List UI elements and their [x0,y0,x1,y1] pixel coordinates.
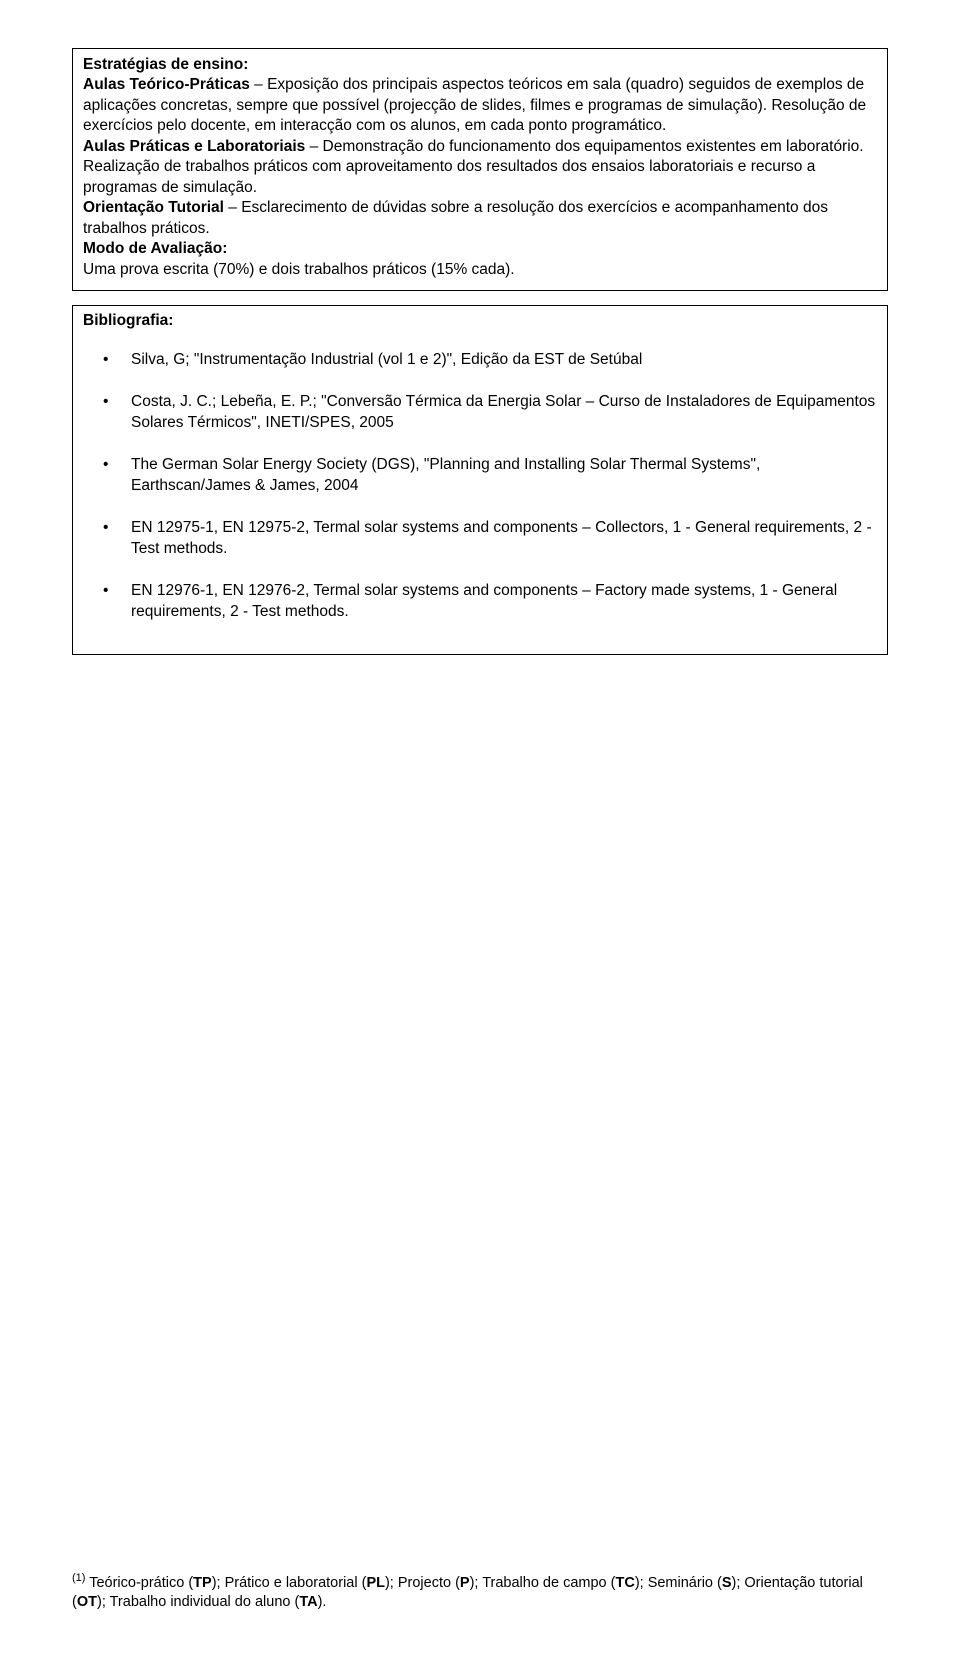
footnote-s: S [722,1575,732,1591]
footnote-seg: Teórico-prático ( [85,1575,193,1591]
bullet-icon: • [103,518,108,538]
box-bibliografia: Bibliografia: • Silva, G; "Instrumentaçã… [72,305,888,655]
biblio-text: Costa, J. C.; Lebeña, E. P.; "Conversão … [131,393,875,430]
footnote-seg: ); Trabalho de campo ( [470,1575,616,1591]
bullet-icon: • [103,455,108,475]
list-item: • Silva, G; "Instrumentação Industrial (… [83,350,877,370]
label-ot: Orientação Tutorial [83,199,224,216]
list-item: • Costa, J. C.; Lebeña, E. P.; "Conversã… [83,392,877,433]
heading-modo: Modo de Avaliação: [83,240,227,257]
bullet-icon: • [103,350,108,370]
footnote-seg: ). [318,1594,327,1610]
footnote-pl: PL [366,1575,385,1591]
label-pl: Aulas Práticas e Laboratoriais [83,138,305,155]
list-item: • EN 12976-1, EN 12976-2, Termal solar s… [83,581,877,622]
footnote-seg: ); Projecto ( [385,1575,460,1591]
biblio-text: Silva, G; "Instrumentação Industrial (vo… [131,351,642,368]
biblio-list: • Silva, G; "Instrumentação Industrial (… [83,350,877,622]
bullet-icon: • [103,581,108,601]
bullet-icon: • [103,392,108,412]
footnote-ot: OT [77,1594,97,1610]
box-estrategias: Estratégias de ensino: Aulas Teórico-Prá… [72,48,888,291]
heading-estrategias: Estratégias de ensino: [83,56,248,73]
footnote-sup: (1) [72,1572,85,1584]
footnote-seg: ); Seminário ( [635,1575,722,1591]
footnote-seg: ); Prático e laboratorial ( [212,1575,367,1591]
label-tp: Aulas Teórico-Práticas [83,76,250,93]
biblio-text: The German Solar Energy Society (DGS), "… [131,456,760,493]
footnote-ta: TA [299,1594,317,1610]
heading-bibliografia: Bibliografia: [83,312,877,330]
footnote-tc: TC [615,1575,634,1591]
text-modo: Uma prova escrita (70%) e dois trabalhos… [83,261,515,278]
biblio-text: EN 12976-1, EN 12976-2, Termal solar sys… [131,582,837,619]
footnote-p: P [460,1575,470,1591]
list-item: • The German Solar Energy Society (DGS),… [83,455,877,496]
biblio-text: EN 12975-1, EN 12975-2, Termal solar sys… [131,519,872,556]
footnote-seg: ); Trabalho individual do aluno ( [97,1594,299,1610]
list-item: • EN 12975-1, EN 12975-2, Termal solar s… [83,518,877,559]
footnote: (1) Teórico-prático (TP); Prático e labo… [72,1571,888,1613]
footnote-tp: TP [193,1575,212,1591]
section-content: Estratégias de ensino: Aulas Teórico-Prá… [83,55,877,280]
